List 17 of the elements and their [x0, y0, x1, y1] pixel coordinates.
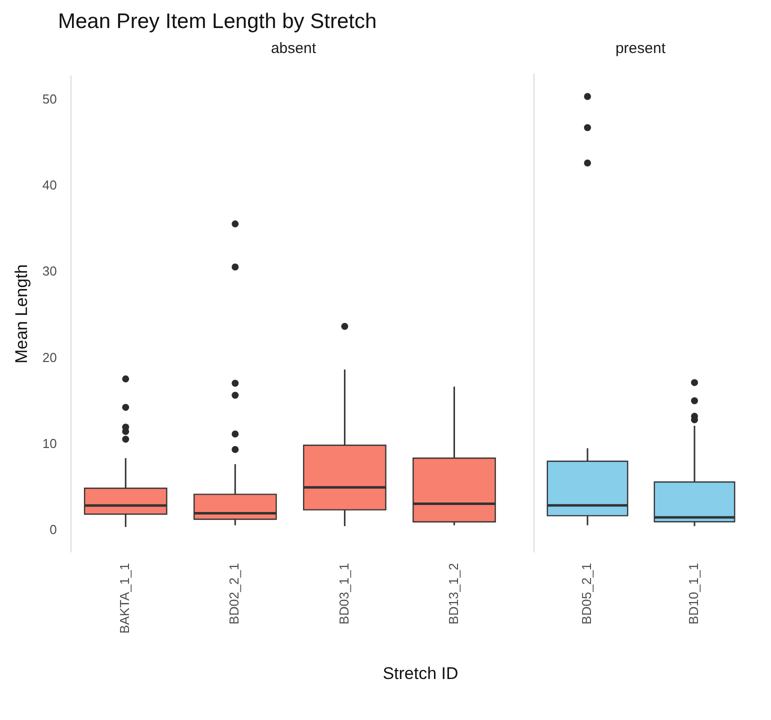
x-tick-label: BD13_1_2 — [446, 563, 461, 624]
x-tick-label: BAKTA_1_1 — [117, 563, 132, 634]
y-tick-label: 50 — [42, 91, 57, 106]
y-tick-label: 0 — [50, 522, 57, 538]
x-tick-label: BD10_1_1 — [686, 563, 702, 624]
y-tick-label: 10 — [42, 436, 57, 451]
y-axis-title: Mean Length — [12, 264, 31, 364]
x-tick-label: BD03_1_1 — [336, 563, 352, 624]
y-tick-label: 40 — [42, 178, 57, 193]
y-tick-label: 20 — [42, 350, 57, 365]
chart-subtitle: present — [614, 40, 667, 59]
chart-subtitle: absent — [270, 40, 318, 59]
x-axis-title: Stretch ID — [382, 664, 460, 684]
chart-title: Mean Prey Item Length by Stretch — [57, 9, 378, 35]
y-tick-label: 30 — [42, 264, 57, 279]
x-tick-label: BD05_2_1 — [579, 563, 594, 624]
x-tick-label: BD02_2_1 — [226, 563, 242, 624]
